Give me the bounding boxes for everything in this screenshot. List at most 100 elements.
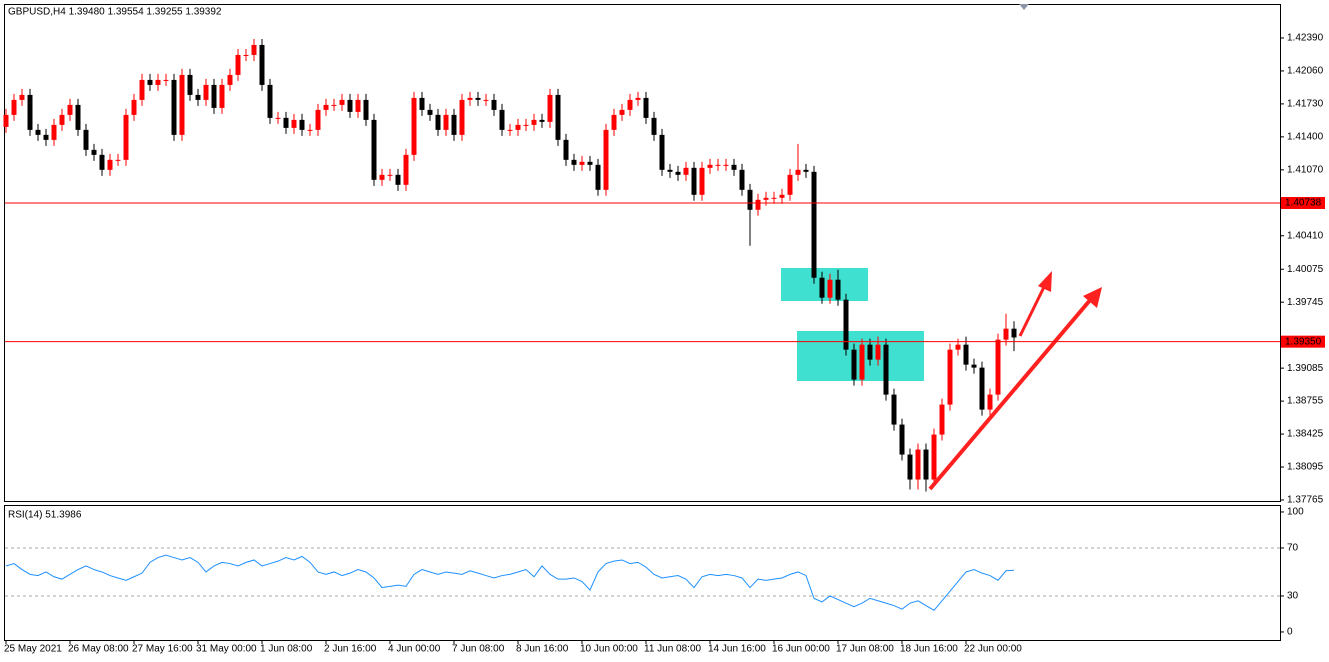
x-tick-label: 17 Jun 08:00	[836, 644, 894, 655]
candle-body	[67, 104, 73, 115]
candle-body	[3, 114, 9, 127]
candle-body	[1003, 328, 1009, 340]
candle-body	[131, 99, 137, 115]
rsi-y-tick-label: 70	[1287, 543, 1299, 554]
candle-body	[683, 167, 689, 175]
candle-body	[171, 79, 177, 135]
candle-body	[995, 339, 1001, 395]
candle-body	[491, 99, 497, 110]
candle-body	[691, 167, 697, 195]
candle-body	[235, 54, 241, 75]
candle-body	[275, 117, 281, 119]
candle-body	[379, 174, 385, 180]
candle-body	[867, 344, 873, 360]
candle-body	[147, 79, 153, 85]
candle-body	[75, 104, 81, 130]
candle-body	[571, 159, 577, 165]
arrow-head	[1083, 287, 1102, 308]
candle-body	[819, 277, 825, 298]
candle-body	[915, 449, 921, 480]
candle-body	[451, 114, 457, 135]
candle-body	[307, 129, 313, 131]
candle-body	[411, 97, 417, 155]
candle-body	[587, 161, 593, 165]
candle-body	[371, 119, 377, 180]
y-tick-label: 1.38755	[1287, 396, 1324, 407]
y-tick-label: 1.42060	[1287, 66, 1324, 77]
candle-body	[779, 194, 785, 198]
rsi-y-tick-label: 30	[1287, 591, 1299, 602]
rsi-y-tick-label: 100	[1287, 507, 1304, 518]
candle-body	[579, 161, 585, 165]
candle-body	[395, 174, 401, 185]
x-tick-label: 10 Jun 00:00	[580, 644, 638, 655]
candle-body	[875, 344, 881, 360]
candle-body	[83, 129, 89, 150]
candle-body	[811, 171, 817, 278]
y-tick-label: 1.39085	[1287, 363, 1324, 374]
candle-body	[1011, 328, 1017, 338]
candle-body	[107, 159, 113, 170]
candle-body	[547, 94, 553, 122]
candle-body	[731, 164, 737, 170]
candle-body	[267, 84, 273, 118]
candle-body	[619, 109, 625, 115]
candle-body	[555, 94, 561, 140]
candle-body	[595, 164, 601, 190]
candle-body	[507, 129, 513, 131]
x-tick-label: 22 Jun 00:00	[964, 644, 1022, 655]
candle-body	[443, 114, 449, 130]
candle-body	[51, 124, 57, 140]
level-tag	[1281, 335, 1325, 348]
candle-body	[947, 349, 953, 405]
x-tick-label: 16 Jun 00:00	[772, 644, 830, 655]
candle-body	[899, 424, 905, 455]
candle-body	[459, 99, 465, 135]
candle-body	[355, 99, 361, 112]
candle-body	[515, 124, 521, 130]
candle-body	[91, 149, 97, 155]
candle-body	[795, 169, 801, 175]
candle-body	[499, 109, 505, 130]
candle-body	[403, 154, 409, 185]
candle-body	[339, 99, 345, 105]
candle-body	[755, 199, 761, 210]
candle-body	[635, 97, 641, 100]
x-tick-label: 31 May 00:00	[196, 644, 257, 655]
x-tick-label: 18 Jun 16:00	[900, 644, 958, 655]
candle-body	[43, 134, 49, 140]
arrow	[928, 297, 1093, 491]
candle-body	[523, 124, 529, 126]
candle-body	[835, 279, 841, 300]
y-tick-label: 1.38425	[1287, 429, 1324, 440]
candle-body	[763, 197, 769, 200]
y-tick-label: 1.38095	[1287, 462, 1324, 473]
rsi-label: RSI(14) 51.3986	[8, 510, 82, 521]
y-tick-label: 1.42390	[1287, 33, 1324, 44]
candle-body	[139, 79, 145, 100]
x-tick-label: 11 Jun 08:00	[644, 644, 702, 655]
x-tick-label: 1 Jun 08:00	[260, 644, 313, 655]
candle-body	[907, 454, 913, 480]
candle-body	[475, 97, 481, 100]
candle-body	[979, 367, 985, 410]
candle-body	[603, 129, 609, 190]
candle-body	[427, 109, 433, 115]
y-tick-label: 1.40410	[1287, 230, 1324, 241]
candle-body	[643, 97, 649, 118]
candle-body	[259, 44, 265, 85]
y-tick-label: 1.39745	[1287, 297, 1324, 308]
candle-body	[115, 159, 121, 161]
shift-marker	[1019, 4, 1029, 10]
x-tick-label: 14 Jun 16:00	[708, 644, 766, 655]
candle-body	[123, 114, 129, 160]
candle-body	[163, 79, 169, 81]
candle-body	[363, 99, 369, 120]
x-tick-label: 27 May 16:00	[132, 644, 193, 655]
candle-body	[611, 114, 617, 130]
x-tick-label: 4 Jun 00:00	[388, 644, 441, 655]
candle-body	[419, 97, 425, 110]
candle-body	[747, 189, 753, 210]
candle-body	[11, 99, 17, 115]
candle-body	[179, 74, 185, 135]
